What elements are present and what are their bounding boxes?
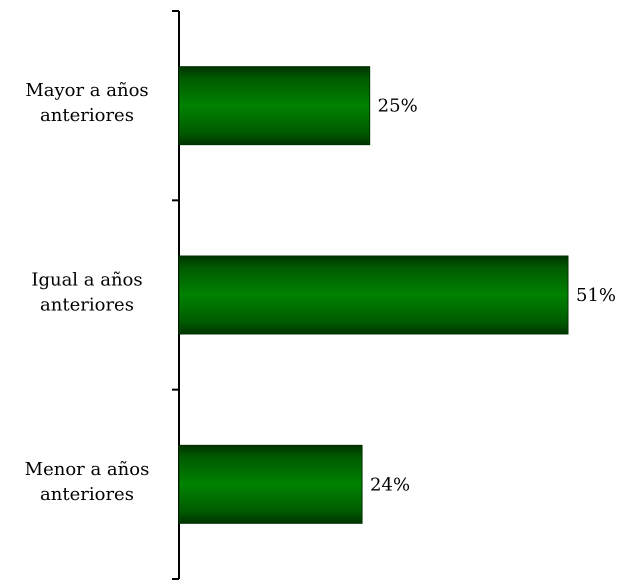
data-label: 51% (576, 285, 616, 306)
data-label: 25% (378, 96, 418, 117)
category-label: Mayor a años anteriores (25, 80, 148, 126)
bar (178, 255, 569, 335)
bars (178, 66, 569, 524)
category-axis (172, 10, 180, 580)
bar (178, 66, 371, 146)
bar (178, 444, 363, 524)
data-label: 24% (370, 474, 410, 495)
category-label: Igual a años anteriores (31, 270, 142, 316)
labels: Mayor a años anteriores 25% Igual a años ant… (25, 80, 616, 505)
category-label: Menor a años anteriores (25, 459, 150, 505)
